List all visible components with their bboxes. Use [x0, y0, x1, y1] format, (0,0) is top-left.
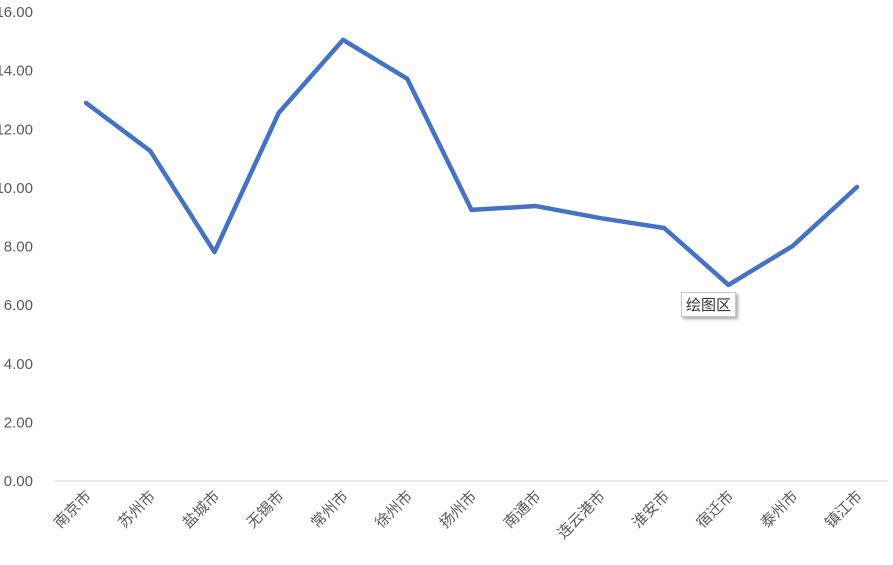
- x-tick-label: 徐州市: [372, 487, 417, 532]
- y-tick-label: 12.00: [0, 121, 33, 138]
- x-tick-label: 苏州市: [115, 487, 160, 532]
- series-line: [83, 37, 860, 288]
- x-tick-label: 常州市: [307, 487, 352, 532]
- x-tick-label: 盐城市: [179, 487, 224, 532]
- plot-area-tooltip: 绘图区: [681, 292, 737, 317]
- x-tick-label: 南京市: [50, 487, 95, 532]
- x-tick-label: 南通市: [500, 487, 545, 532]
- x-tick-label: 无锡市: [243, 487, 288, 532]
- y-tick-label: 8.00: [4, 239, 33, 256]
- y-tick-label: 10.00: [0, 180, 33, 197]
- x-tick-label: 淮安市: [629, 487, 674, 532]
- x-tick-label: 宿迁市: [693, 487, 738, 532]
- y-tick-label: 16.00: [0, 4, 33, 21]
- y-tick-label: 4.00: [4, 356, 33, 373]
- y-tick-label: 2.00: [4, 414, 33, 431]
- x-tick-label: 泰州市: [757, 487, 802, 532]
- y-tick-label: 6.00: [4, 297, 33, 314]
- y-tick-label: 14.00: [0, 63, 33, 80]
- x-tick-label: 镇江市: [821, 487, 866, 532]
- x-tick-label: 连云港市: [554, 487, 609, 542]
- x-tick-label: 扬州市: [436, 487, 481, 532]
- y-tick-label: 0.00: [4, 473, 33, 490]
